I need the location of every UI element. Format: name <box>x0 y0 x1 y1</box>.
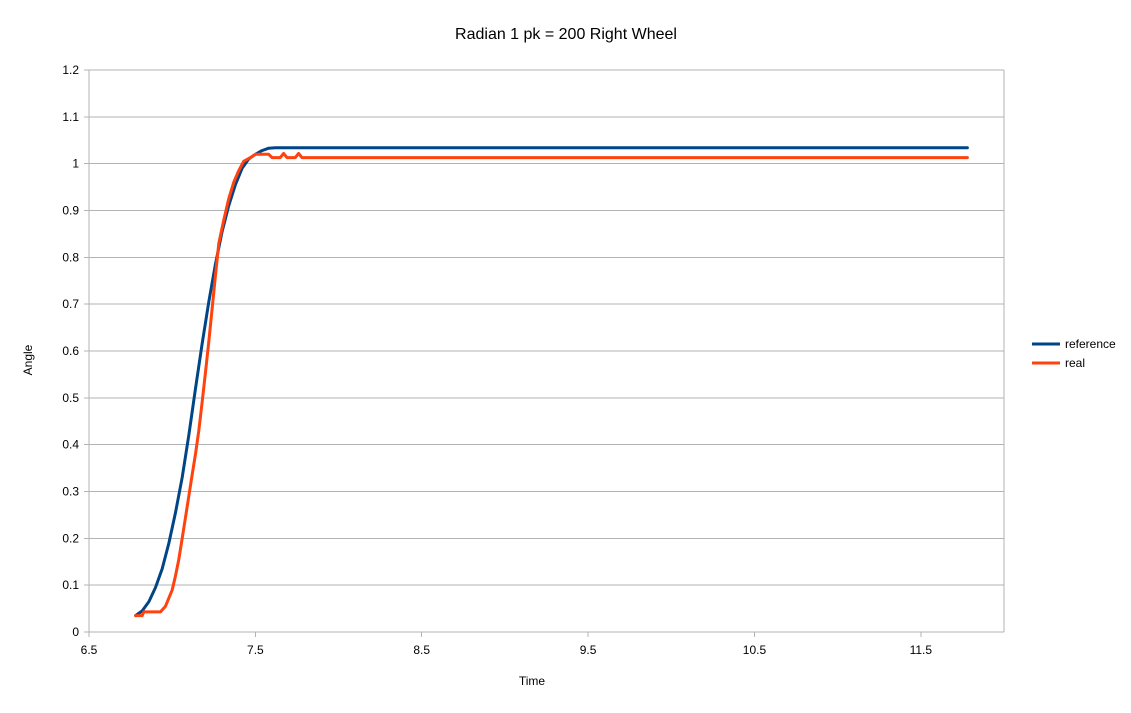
series-lines <box>134 146 969 618</box>
y-tick-label: 0.1 <box>62 578 79 592</box>
gridlines <box>84 69 1004 633</box>
y-tick-label: 1 <box>72 157 79 171</box>
x-tick-label: 8.5 <box>413 643 430 657</box>
y-tick-label: 0 <box>72 625 79 639</box>
y-tick-label: 0.8 <box>62 250 79 264</box>
y-tick-label: 0.4 <box>62 438 79 452</box>
y-tick-label: 0.9 <box>62 204 79 218</box>
y-tick-labels: 0 0.1 0.2 0.3 0.4 0.5 0.6 0.7 0.8 0.9 1 1.1 1.2 <box>62 63 79 639</box>
series-line-reference <box>134 146 969 618</box>
legend-label-reference: reference <box>1065 337 1116 351</box>
y-tick-label: 0.6 <box>62 344 79 358</box>
y-tick-label: 0.2 <box>62 531 79 545</box>
legend: reference real <box>1032 337 1116 370</box>
axes <box>88 70 1005 637</box>
x-tick-label: 9.5 <box>580 643 597 657</box>
x-tick-label: 11.5 <box>910 643 933 657</box>
y-tick-label: 0.5 <box>62 391 79 405</box>
y-tick-label: 0.7 <box>62 297 79 311</box>
y-tick-label: 1.1 <box>62 110 79 124</box>
x-axis-label: Time <box>519 674 546 688</box>
y-tick-label: 0.3 <box>62 485 79 499</box>
x-tick-label: 10.5 <box>743 643 767 657</box>
y-axis-label: Angle <box>21 344 35 375</box>
x-tick-label: 6.5 <box>81 643 98 657</box>
series-line-real <box>134 151 969 618</box>
x-tick-labels: 6.5 7.5 8.5 9.5 10.5 11.5 <box>81 643 933 657</box>
y-tick-label: 1.2 <box>62 63 79 77</box>
legend-label-real: real <box>1065 356 1085 370</box>
x-tick-label: 7.5 <box>247 643 264 657</box>
chart-title: Radian 1 pk = 200 Right Wheel <box>455 26 677 43</box>
